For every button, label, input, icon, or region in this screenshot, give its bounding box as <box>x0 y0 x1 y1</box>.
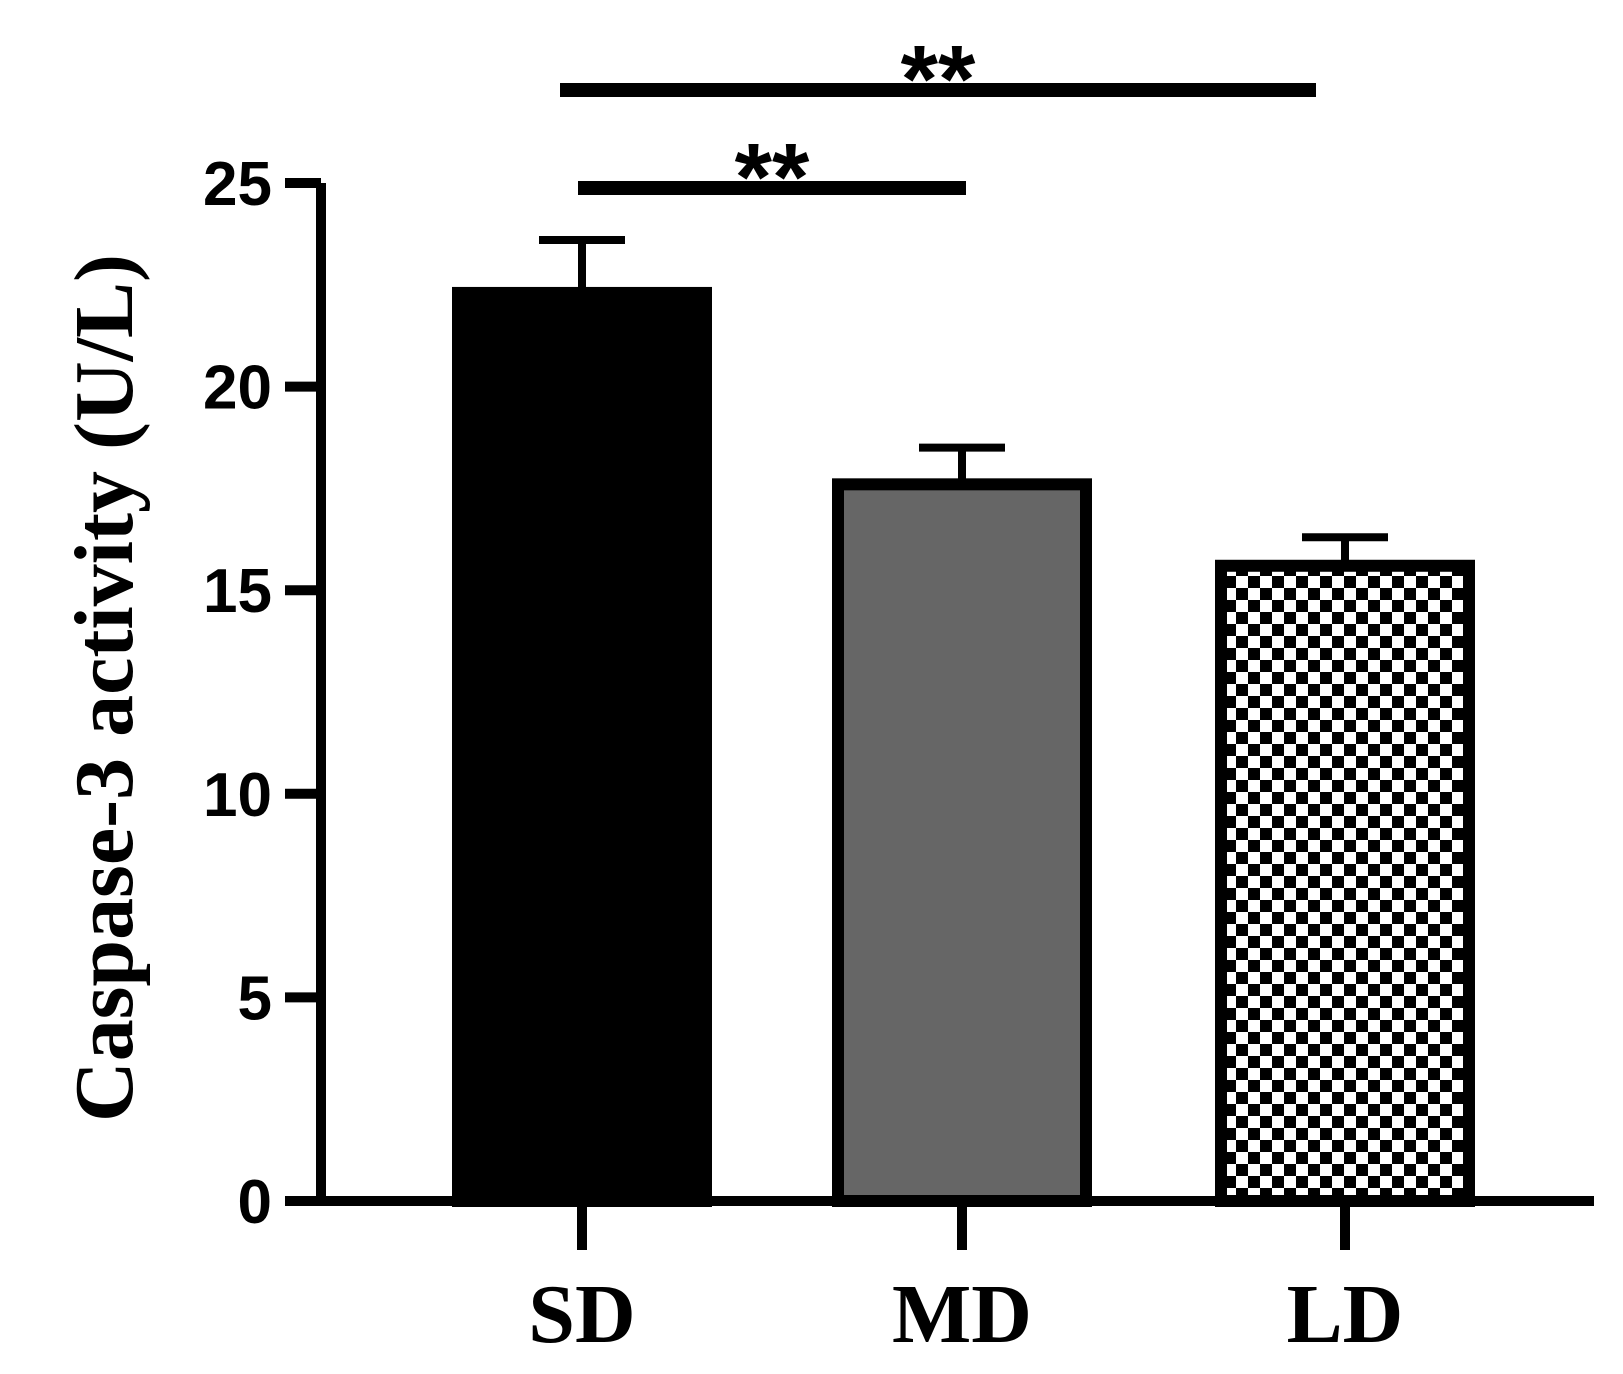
y-axis-label: Caspase-3 activity (U/L) <box>58 254 151 1122</box>
significance-label-sd-ld: ** <box>901 26 976 133</box>
y-tick-label: 5 <box>238 964 272 1033</box>
y-tick-label: 0 <box>238 1168 272 1237</box>
bar-sd <box>452 286 712 1208</box>
y-tick-label: 15 <box>203 557 272 626</box>
error-bars-layer <box>539 236 1388 566</box>
y-tick-label: 25 <box>203 150 272 219</box>
significance-label-sd-md: ** <box>735 124 810 231</box>
x-tick-label-md: MD <box>892 1268 1032 1361</box>
significance-layer: ** ** <box>560 26 1316 231</box>
x-ticks-layer: SD MD LD <box>528 1201 1403 1361</box>
y-ticks-layer: 0 5 10 15 20 25 <box>203 150 321 1237</box>
x-tick-label-ld: LD <box>1287 1268 1404 1361</box>
x-tick-label-sd: SD <box>528 1268 635 1361</box>
bar-ld <box>1215 559 1475 1207</box>
bar-md <box>832 478 1092 1207</box>
y-tick-label: 10 <box>203 761 272 830</box>
bars-layer <box>452 286 1475 1208</box>
y-tick-label: 20 <box>203 354 272 423</box>
